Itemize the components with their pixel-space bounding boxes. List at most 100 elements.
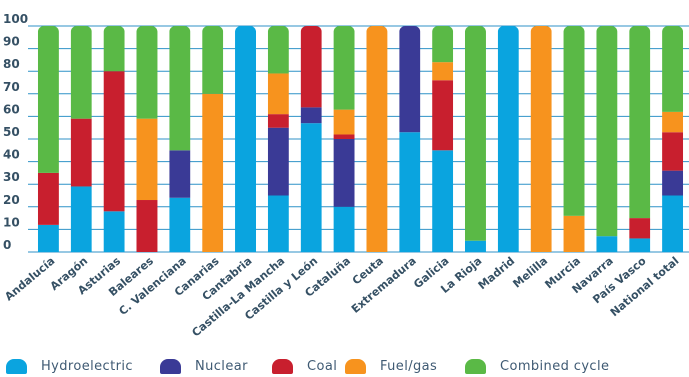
bar-segment-combined-cycle [333,26,355,110]
y-tick-label: 60 [3,102,20,116]
y-tick-label: 20 [3,193,20,207]
bar-segment-hydroelectric [662,195,684,252]
bar-segment-combined-cycle [662,26,684,112]
bar-segment-nuclear [300,107,322,124]
bar-stack [596,26,618,252]
bar-stack [169,26,191,252]
bar-stack [662,26,684,252]
bars [37,26,684,253]
bar-stack [530,26,552,252]
y-tick-label: 90 [3,35,20,49]
bar-segment-combined-cycle [202,26,224,94]
bar-stack [37,26,59,252]
legend-item: Hydroelectric [6,355,133,377]
bar-segment-hydroelectric [169,197,191,252]
bar-segment-combined-cycle [432,26,454,63]
legend-swatch [465,358,486,374]
y-tick-label: 50 [3,125,20,139]
legend-label: Nuclear [195,358,248,374]
bar-segment-hydroelectric [267,195,289,252]
bar-segment-combined-cycle [629,26,651,219]
legend-item: Coal [272,355,337,377]
bar-segment-hydroelectric [37,224,59,252]
bar-segment-nuclear [169,150,191,198]
bar-stack [366,26,388,252]
bar-stack [464,26,486,252]
legend-item: Nuclear [160,355,248,377]
y-axis-ticks: 0 10 20 30 40 50 60 70 80 90 100 [3,12,28,252]
bar-segment-coal [103,71,125,212]
legend-label: Coal [307,358,338,374]
bar-stack [103,26,125,252]
bar-segment-combined-cycle [103,26,125,72]
bar-stack [432,26,454,252]
bar-segment-hydroelectric [596,236,618,252]
bar-segment-combined-cycle [136,26,158,119]
bar-segment-hydroelectric [70,186,92,252]
legend-label: Fuel/gas [380,358,438,374]
y-tick-label: 40 [3,148,20,162]
bar-segment-coal [37,172,59,225]
bar-segment-nuclear [399,26,421,133]
legend-swatch [272,358,293,374]
bar-segment-nuclear [267,127,289,196]
bar-segment-hydroelectric [333,206,355,252]
x-tick-label: Melilla [510,254,550,290]
y-tick-label: 30 [3,170,20,184]
bar-segment-fuel-gas [333,109,355,135]
bar-segment-combined-cycle [70,26,92,119]
bar-segment-coal [267,114,289,128]
bar-segment-combined-cycle [169,26,191,151]
bar-segment-hydroelectric [235,26,257,252]
bar-segment-fuel-gas [136,118,158,201]
bar-segment-hydroelectric [497,26,519,252]
y-tick-label: 0 [3,238,11,252]
bar-stack [497,26,519,252]
bar-segment-fuel-gas [563,215,585,252]
bar-stack [136,26,158,252]
bar-stack [563,26,585,252]
bar-segment-combined-cycle [563,26,585,216]
bar-stack [70,26,92,252]
bar-stack [333,26,355,252]
legend-label: Combined cycle [500,358,610,374]
y-tick-label: 80 [3,57,20,71]
bar-segment-combined-cycle [596,26,618,237]
bar-segment-coal [432,80,454,151]
gridlines [28,25,689,253]
x-tick-label: Madrid [476,254,518,292]
bar-segment-combined-cycle [37,26,59,173]
bar-stack [629,26,651,252]
bar-stack [235,26,257,252]
y-tick-label: 10 [3,215,20,229]
legend-swatch [6,358,27,374]
bar-segment-nuclear [662,170,684,196]
bar-stack [300,26,322,253]
bar-segment-fuel-gas [662,111,684,133]
bar-segment-coal [70,118,92,187]
y-tick-label: 100 [3,12,28,26]
bar-segment-coal [136,200,158,252]
bar-stack [267,26,289,252]
bar-segment-nuclear [333,139,355,207]
legend-label: Hydroelectric [41,358,133,374]
bar-segment-fuel-gas [530,26,552,252]
bar-segment-hydroelectric [432,150,454,252]
bar-segment-hydroelectric [464,240,486,252]
legend-item: Fuel/gas [345,355,437,377]
y-tick-label: 70 [3,80,20,94]
bar-segment-fuel-gas [202,93,224,252]
bar-stack [202,26,224,252]
bar-segment-fuel-gas [267,73,289,115]
legend: Hydroelectric Nuclear Coal Fuel/gas Combined… [0,355,689,377]
bar-segment-hydroelectric [103,211,125,252]
bar-segment-fuel-gas [366,26,388,252]
bar-segment-hydroelectric [399,132,421,252]
bar-segment-fuel-gas [432,62,454,81]
legend-swatch [160,358,181,374]
bar-segment-coal [300,26,322,108]
x-tick-label: Andalucía [2,254,57,303]
bar-stack [399,26,421,252]
